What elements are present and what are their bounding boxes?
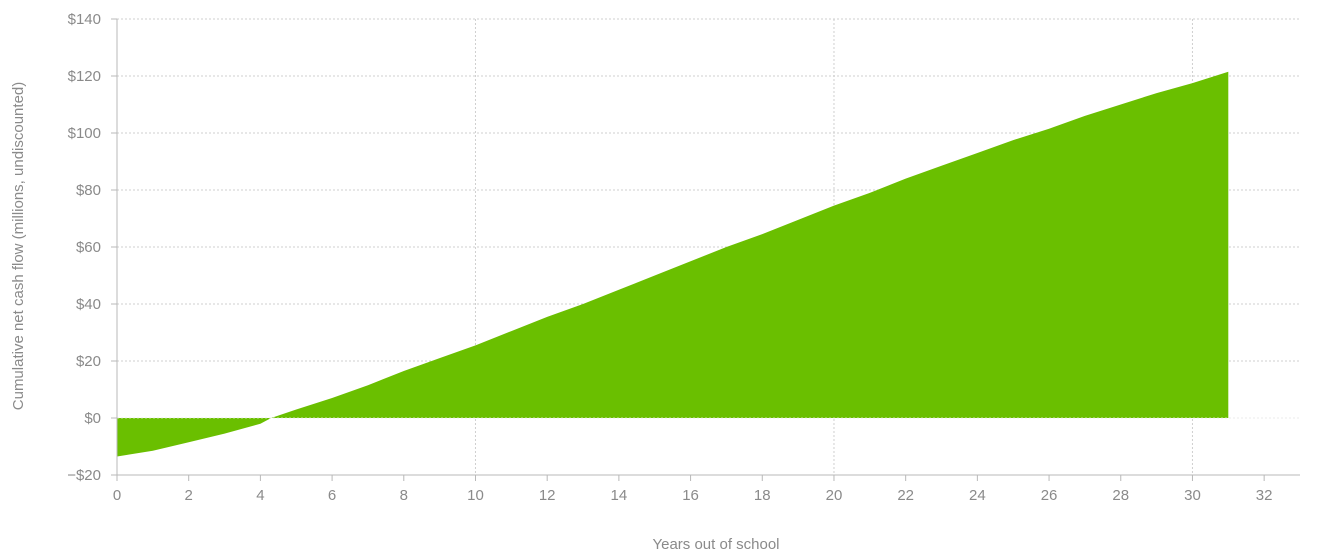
x-tick-label: 10 bbox=[467, 487, 484, 504]
x-tick-label: 24 bbox=[969, 487, 986, 504]
y-tick-label: −$20 bbox=[67, 467, 101, 484]
x-tick-label: 12 bbox=[539, 487, 556, 504]
x-tick-label: 0 bbox=[113, 487, 121, 504]
x-axis-title: Years out of school bbox=[652, 536, 779, 553]
y-tick-label: $0 bbox=[84, 410, 101, 427]
axes bbox=[111, 18, 1300, 481]
y-tick-label: $60 bbox=[76, 239, 101, 256]
x-tick-label: 8 bbox=[400, 487, 408, 504]
y-tick-label: $40 bbox=[76, 296, 101, 313]
area-series bbox=[117, 71, 1300, 457]
y-axis-title: Cumulative net cash flow (millions, undi… bbox=[10, 82, 27, 410]
y-tick-label: $20 bbox=[76, 353, 101, 370]
x-tick-label: 26 bbox=[1041, 487, 1058, 504]
x-tick-label: 30 bbox=[1184, 487, 1201, 504]
x-tick-label: 20 bbox=[826, 487, 843, 504]
x-tick-label: 4 bbox=[256, 487, 264, 504]
y-tick-label: $100 bbox=[68, 125, 101, 142]
x-tick-label: 22 bbox=[897, 487, 914, 504]
y-tick-label: $80 bbox=[76, 182, 101, 199]
y-tick-label: $140 bbox=[68, 11, 101, 28]
y-tick-label: $120 bbox=[68, 68, 101, 85]
x-tick-label: 16 bbox=[682, 487, 699, 504]
x-tick-label: 32 bbox=[1256, 487, 1273, 504]
x-tick-label: 28 bbox=[1112, 487, 1129, 504]
x-tick-label: 2 bbox=[185, 487, 193, 504]
cash-flow-area bbox=[117, 71, 1229, 457]
x-tick-label: 6 bbox=[328, 487, 336, 504]
x-tick-label: 18 bbox=[754, 487, 771, 504]
x-tick-label: 14 bbox=[611, 487, 628, 504]
